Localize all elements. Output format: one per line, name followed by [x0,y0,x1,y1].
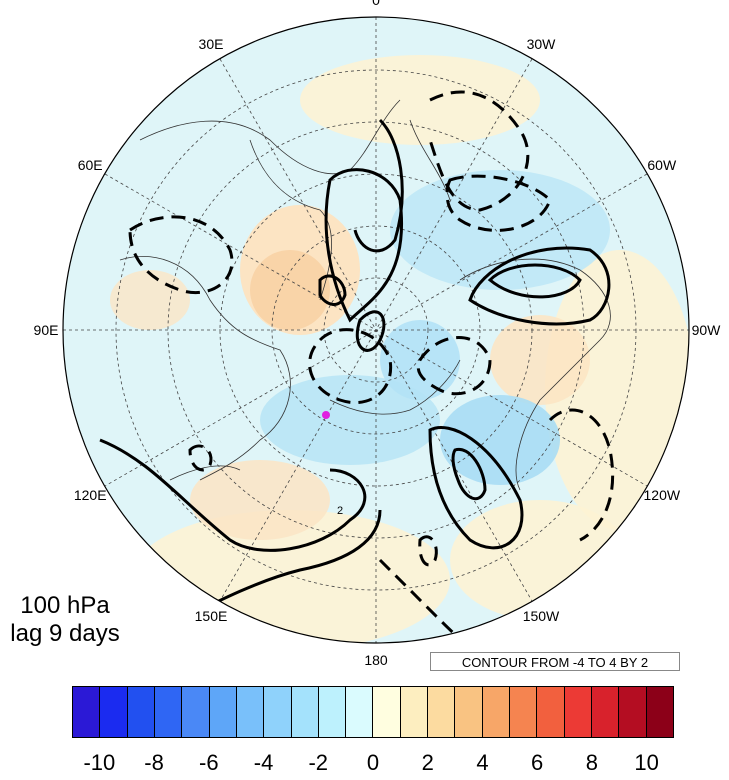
colorbar-box [591,687,620,737]
colorbar-box [236,687,265,737]
colorbar-box [182,687,210,737]
colorbar-box [209,687,237,737]
colorbar-tick-label: 2 [421,750,434,775]
colorbar-box [318,687,347,737]
lon-label: 150E [195,608,228,624]
colorbar-box [373,687,401,737]
colorbar-box [291,687,319,737]
graticule [63,17,689,643]
level-label: 100 hPa lag 9 days [0,592,130,648]
coastlines [119,99,611,491]
map-boundary [62,16,690,644]
lon-label: 0 [372,0,380,8]
lon-label: 30E [199,36,224,52]
colorbar-box [428,687,456,737]
colorbar-tick-label: 6 [531,750,544,775]
dashed-contours [128,90,615,643]
colorbar-box [400,687,429,737]
colorbar-tick-label: -2 [308,750,329,775]
longitude-labels: 0 30W 60W 90W 120W 150W 180 150E 120E 90E 60E 30E [34,0,722,668]
contour-value-label: 2 [337,505,343,517]
colorbar-box [73,687,101,737]
colorbar-tick-label: -6 [199,750,219,775]
colorbar-box [100,687,128,737]
pressure-level: 100 hPa [20,592,110,619]
lon-label: 60W [647,157,677,173]
lon-label: 120E [74,487,107,503]
colorbar-box [646,687,673,737]
colorbar [72,686,674,738]
colorbar-box [564,687,592,737]
colorbar-tick-label: -10 [83,750,116,775]
colorbar-tick-label: 4 [476,750,489,775]
colorbar-labels: -10 -8 -6 -4 -2 0 2 4 6 8 10 [0,750,729,780]
colorbar-tick-label: 0 [366,750,380,775]
lon-label: 90E [34,322,59,338]
colorbar-box [346,687,374,737]
lon-label: 120W [644,487,681,503]
colorbar-box [154,687,183,737]
lon-label: 30W [527,36,557,52]
colorbar-box [510,687,538,737]
lag-text: lag 9 days [10,620,120,647]
colorbar-box [455,687,483,737]
lon-label: 90W [692,322,722,338]
colorbar-tick-label: 10 [634,750,659,775]
lon-label: 150W [523,608,560,624]
lon-label: 60E [78,157,103,173]
colorbar-box [264,687,292,737]
colorbar-box [619,687,647,737]
colorbar-box [482,687,510,737]
contour-info-box: CONTOUR FROM -4 TO 4 BY 2 [430,652,680,671]
station-marker [322,411,330,419]
colorbar-tick-label: 8 [585,750,599,775]
anomaly-shading [63,17,689,643]
colorbar-box [127,687,155,737]
colorbar-tick-label: -8 [144,750,164,775]
lon-label: 180 [364,652,388,668]
colorbar-box [537,687,565,737]
colorbar-tick-label: -4 [253,750,274,775]
